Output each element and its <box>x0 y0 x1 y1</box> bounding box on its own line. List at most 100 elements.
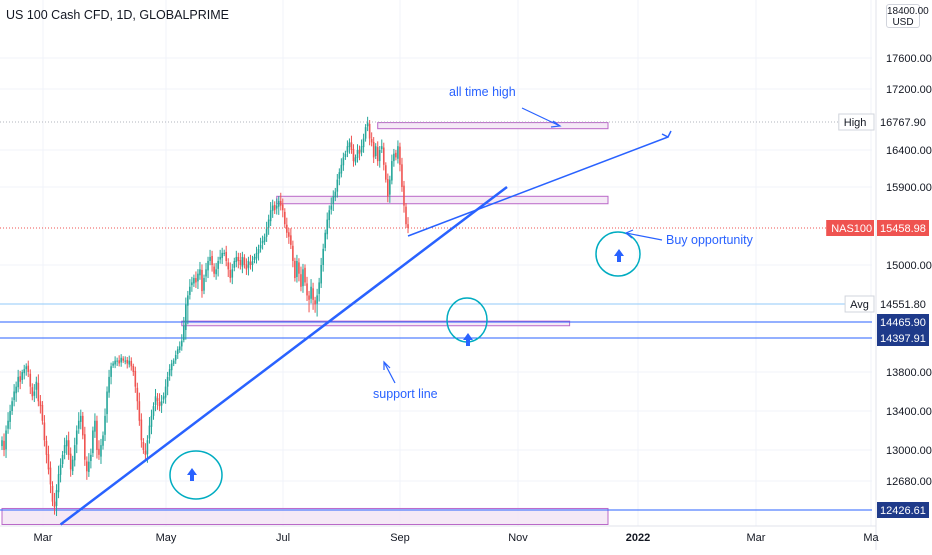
candle-body <box>168 369 171 376</box>
candle-body <box>231 269 234 278</box>
candle-body <box>334 191 337 198</box>
candle-body <box>43 422 46 441</box>
candle-body <box>15 386 17 394</box>
candle-body <box>247 260 250 268</box>
candle-body <box>122 358 124 361</box>
candle-body <box>253 256 256 261</box>
candle-body <box>35 381 38 390</box>
candle-body <box>57 474 60 493</box>
candle-body <box>174 354 177 361</box>
last-price-label-bg <box>877 220 929 236</box>
candle-body <box>92 430 94 454</box>
candle-body <box>298 262 300 274</box>
candle-body <box>73 445 76 461</box>
candle-body <box>366 122 369 127</box>
candle-body <box>154 396 157 405</box>
candle-body <box>380 146 383 150</box>
candle-body <box>84 434 86 460</box>
candle-body <box>114 360 116 365</box>
candle-body <box>312 288 314 300</box>
support-trendline[interactable] <box>59 186 508 526</box>
high-tag-bg <box>838 113 875 131</box>
candle-body <box>401 164 403 187</box>
zone-rect-0 <box>377 122 609 130</box>
zone-rect-3 <box>1 507 609 525</box>
candle-body <box>332 196 335 204</box>
candle-body <box>1 440 3 447</box>
candle-body <box>195 278 197 283</box>
candle-body <box>142 442 145 450</box>
candle-body <box>271 205 274 211</box>
candle-body <box>11 401 13 411</box>
x-tick-label: Jul <box>276 532 290 544</box>
candle-body <box>201 269 203 292</box>
currency-code: USD <box>892 17 914 28</box>
candle-body <box>63 445 66 454</box>
touch-circle-dec <box>595 231 641 277</box>
candle-body <box>29 373 32 387</box>
candle-body <box>162 396 165 400</box>
y-tick-label: 13400.00 <box>886 406 932 418</box>
candle-body <box>286 224 288 233</box>
candle-body <box>172 360 175 364</box>
candle-body <box>241 256 244 267</box>
buy-arrow-may <box>187 468 197 481</box>
buy-pointer <box>625 232 663 241</box>
candle-body <box>180 340 183 347</box>
candle-body <box>146 440 149 455</box>
hline-price-label-2: 14397.91 <box>880 333 926 345</box>
candle-body <box>259 244 262 249</box>
high-price-label-bg <box>877 114 929 130</box>
candle-body <box>279 200 282 206</box>
candle-body <box>170 363 173 371</box>
buy-arrow-oct <box>463 333 473 346</box>
candle-body <box>261 240 264 244</box>
candle-body <box>233 260 236 268</box>
candle-body <box>314 300 316 305</box>
y-tick-label: 17600.00 <box>886 53 932 65</box>
candle-body <box>199 269 201 276</box>
candle-body <box>290 235 292 245</box>
candle-body <box>47 454 50 470</box>
candle-body <box>267 219 270 228</box>
y-tick-label: 17200.00 <box>886 84 932 96</box>
candle-body <box>296 260 298 278</box>
projection-line[interactable] <box>407 136 669 237</box>
candle-body <box>156 398 159 402</box>
candle-body <box>284 211 286 225</box>
candle-body <box>205 269 207 277</box>
candle-body <box>374 146 377 157</box>
hline-price-label-1: 14465.90 <box>880 317 926 329</box>
candle-body <box>397 146 399 159</box>
candle-body <box>75 430 78 445</box>
candle-body <box>106 391 108 415</box>
currency-badge[interactable]: 18400.00 USD <box>886 4 929 28</box>
candle-body <box>229 269 232 279</box>
candle-body <box>382 147 385 165</box>
y-tick-label: 15900.00 <box>886 182 932 194</box>
candle-body <box>67 440 70 455</box>
candle-body <box>136 387 139 402</box>
candle-body <box>391 161 393 181</box>
candle-body <box>158 401 161 407</box>
candle-body <box>342 157 345 166</box>
candle-body <box>257 248 260 254</box>
candle-body <box>324 232 326 248</box>
candle-body <box>223 252 225 254</box>
candle-body <box>178 346 181 350</box>
support-pointer <box>383 361 396 384</box>
candle-body <box>320 265 322 284</box>
y-tick-label: 15000.00 <box>886 260 932 272</box>
candle-body <box>292 245 294 261</box>
candle-body <box>88 461 90 472</box>
candle-body <box>100 445 102 457</box>
candle-body <box>288 232 290 237</box>
candle-body <box>116 360 118 362</box>
candle-body <box>393 153 395 162</box>
x-tick-label: Nov <box>508 532 528 544</box>
y-tick-label: 16400.00 <box>886 145 932 157</box>
hline-price-label-3: 12426.61 <box>880 505 926 517</box>
candle-body <box>90 454 92 462</box>
